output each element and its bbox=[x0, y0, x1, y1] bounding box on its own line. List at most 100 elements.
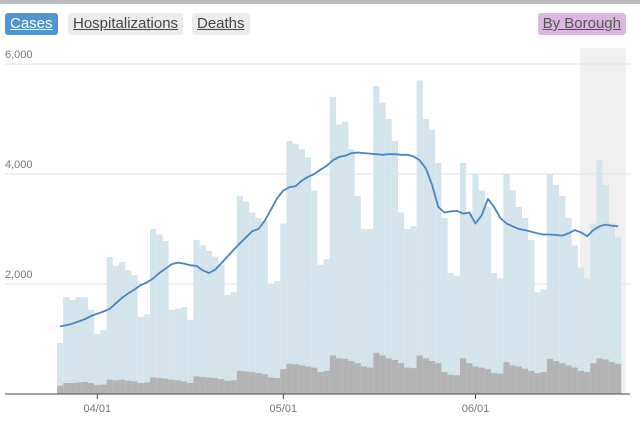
bar bbox=[615, 363, 622, 394]
bar bbox=[460, 358, 467, 394]
top-bar bbox=[0, 0, 640, 4]
bar bbox=[416, 355, 423, 394]
bar bbox=[602, 185, 609, 394]
bar bbox=[460, 163, 467, 394]
bar bbox=[447, 273, 454, 394]
bar bbox=[329, 355, 336, 394]
bar bbox=[391, 359, 398, 394]
bar bbox=[267, 284, 274, 394]
bar bbox=[373, 352, 380, 394]
bar bbox=[249, 372, 256, 394]
bar bbox=[218, 379, 225, 394]
bar bbox=[168, 309, 175, 394]
bar bbox=[559, 363, 566, 394]
bar bbox=[88, 309, 95, 394]
x-tick-label: 06/01 bbox=[462, 403, 490, 415]
bar bbox=[119, 379, 126, 394]
bar bbox=[348, 361, 355, 394]
bar bbox=[131, 275, 138, 394]
bar bbox=[565, 365, 572, 394]
bar bbox=[422, 358, 429, 394]
bar bbox=[156, 234, 163, 394]
bar bbox=[212, 378, 219, 394]
bar bbox=[540, 372, 547, 394]
bar bbox=[230, 380, 237, 394]
bar bbox=[509, 365, 516, 394]
tab-button[interactable]: Hospitalizations bbox=[68, 13, 184, 35]
bar bbox=[534, 292, 541, 394]
bar bbox=[336, 124, 343, 394]
bar bbox=[280, 223, 287, 394]
bar bbox=[75, 297, 82, 394]
bar bbox=[515, 366, 522, 394]
bar bbox=[367, 367, 374, 394]
bar bbox=[546, 174, 553, 394]
bar bbox=[298, 149, 305, 394]
tab-button[interactable]: Deaths bbox=[192, 13, 250, 35]
bar bbox=[360, 229, 367, 394]
bar bbox=[305, 366, 312, 394]
bar bbox=[255, 373, 262, 394]
bar bbox=[212, 256, 219, 394]
bar bbox=[100, 384, 107, 394]
bar bbox=[199, 245, 206, 394]
bar bbox=[162, 378, 169, 394]
bar bbox=[106, 379, 113, 394]
bar bbox=[162, 241, 169, 394]
bar bbox=[81, 381, 88, 394]
bar bbox=[280, 369, 287, 394]
bar bbox=[509, 190, 516, 394]
bar bbox=[174, 308, 181, 394]
bar bbox=[75, 382, 82, 394]
bar bbox=[534, 373, 541, 394]
bar bbox=[416, 80, 423, 394]
bar bbox=[143, 314, 150, 394]
bar bbox=[447, 374, 454, 394]
bar bbox=[100, 330, 107, 394]
bar bbox=[261, 374, 268, 394]
bar bbox=[249, 212, 256, 394]
bar bbox=[522, 368, 529, 394]
bar bbox=[255, 218, 262, 394]
bar bbox=[205, 251, 212, 394]
bar bbox=[379, 102, 386, 394]
bar bbox=[150, 229, 157, 394]
bar bbox=[323, 370, 330, 394]
bar bbox=[106, 257, 113, 394]
y-tick-label: 4,000 bbox=[5, 159, 33, 171]
bar bbox=[398, 212, 405, 394]
bar bbox=[156, 378, 163, 394]
y-tick-label: 2,000 bbox=[5, 269, 33, 281]
bar bbox=[323, 259, 330, 394]
bar bbox=[274, 281, 281, 394]
y-tick-label: 6,000 bbox=[5, 49, 33, 61]
tab-button[interactable]: Cases bbox=[5, 13, 58, 35]
bar bbox=[608, 223, 615, 394]
bar bbox=[503, 174, 510, 394]
bar bbox=[584, 278, 591, 394]
bar bbox=[112, 380, 119, 394]
bar bbox=[311, 190, 318, 394]
bar bbox=[261, 220, 268, 394]
bar bbox=[119, 262, 126, 394]
bar bbox=[94, 334, 101, 394]
bar bbox=[484, 369, 491, 394]
bar bbox=[187, 319, 194, 394]
bar bbox=[441, 218, 448, 394]
bar bbox=[565, 218, 572, 394]
bar bbox=[236, 370, 243, 394]
bar bbox=[441, 372, 448, 394]
bar bbox=[125, 380, 132, 394]
bar bbox=[292, 364, 299, 394]
bar bbox=[584, 372, 591, 394]
bar bbox=[540, 289, 547, 394]
bar bbox=[181, 307, 188, 394]
x-tick-label: 04/01 bbox=[84, 403, 112, 415]
bar bbox=[528, 240, 535, 394]
bar bbox=[453, 275, 460, 394]
bar bbox=[193, 376, 200, 394]
bar bbox=[342, 121, 349, 394]
borough-button[interactable]: By Borough bbox=[537, 13, 626, 35]
bar bbox=[577, 370, 584, 394]
